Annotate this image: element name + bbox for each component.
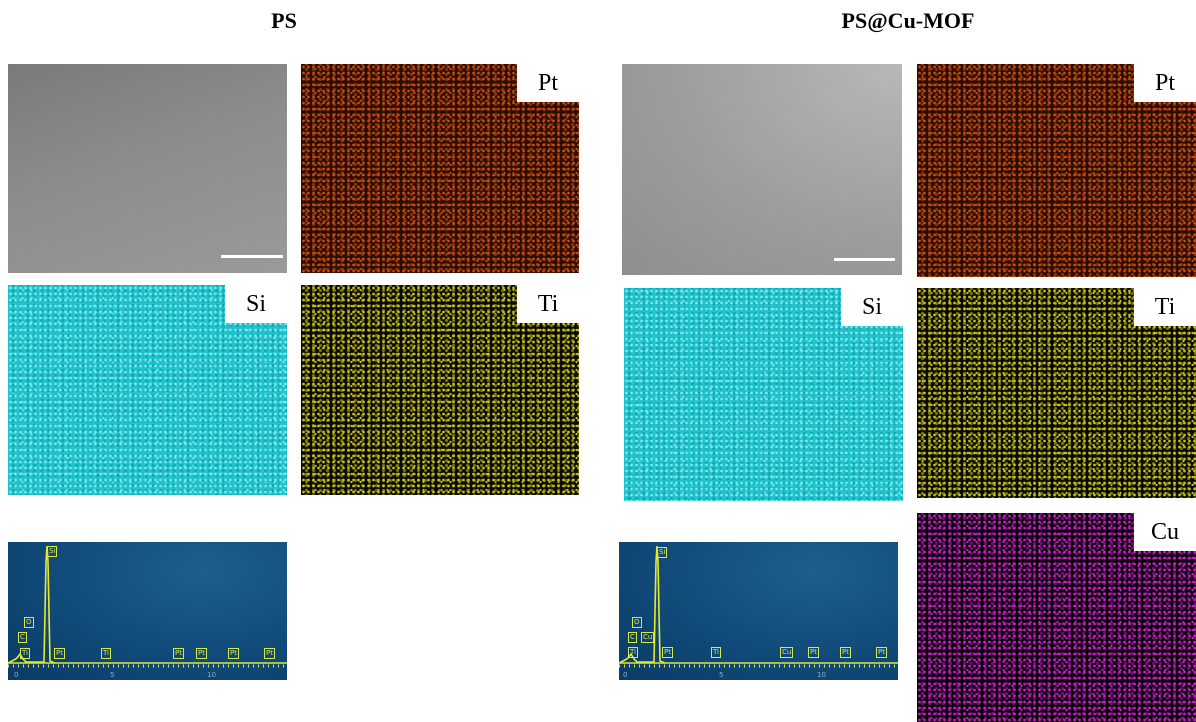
eds-map: Pt bbox=[917, 64, 1196, 277]
axis-tick-label: 10 bbox=[207, 671, 216, 679]
peak-label: Si bbox=[47, 546, 58, 557]
peak-label: C bbox=[18, 632, 27, 643]
map-label: Ti bbox=[1134, 288, 1196, 326]
map-label: Pt bbox=[1134, 64, 1196, 102]
eds-map: Cu bbox=[917, 513, 1196, 722]
spectrum-line bbox=[619, 545, 666, 664]
axis-tick-label: 10 bbox=[817, 671, 826, 679]
spectrum-plot bbox=[8, 545, 287, 668]
spectrum-line bbox=[8, 545, 56, 664]
peak-label: Pt bbox=[876, 647, 887, 658]
eds-spectrum: Si O C Cu Ti Pt Ti Cu Pt Pt Pt 0 5 10 bbox=[619, 542, 898, 680]
scale-bar bbox=[834, 258, 895, 261]
peak-label: Cu bbox=[641, 632, 655, 643]
peak-label: Ti bbox=[101, 648, 112, 659]
map-label: Si bbox=[841, 288, 903, 326]
eds-spectrum: Si O C Ti Pt Ti Pt Pt Pt Pt 0 5 10 bbox=[8, 542, 287, 680]
panel-title: PS@Cu-MOF bbox=[841, 8, 975, 33]
map-label: Pt bbox=[517, 64, 579, 102]
axis-tick-label: 0 bbox=[14, 671, 19, 679]
peak-label: Pt bbox=[173, 648, 184, 659]
map-label: Cu bbox=[1134, 513, 1196, 551]
peak-label: Ti bbox=[628, 647, 639, 658]
eds-map: Si bbox=[624, 288, 903, 501]
eds-map: Ti bbox=[301, 285, 579, 495]
peak-label: Ti bbox=[20, 648, 31, 659]
peak-label: Pt bbox=[196, 648, 207, 659]
axis-tick-label: 5 bbox=[719, 671, 724, 679]
spectrum-plot bbox=[619, 545, 898, 668]
peak-label: Ti bbox=[711, 647, 722, 658]
peak-label: Si bbox=[657, 547, 668, 558]
peak-label: Pt bbox=[54, 648, 65, 659]
eds-map: Pt bbox=[301, 64, 579, 273]
sem-image bbox=[8, 64, 287, 273]
peak-label: Pt bbox=[228, 648, 239, 659]
scale-bar bbox=[221, 255, 283, 258]
map-label: Si bbox=[225, 285, 287, 323]
axis-tick-label: 0 bbox=[623, 671, 628, 679]
sem-image bbox=[622, 64, 902, 275]
peak-label: Cu bbox=[780, 647, 794, 658]
peak-label: Pt bbox=[808, 647, 819, 658]
peak-label: C bbox=[628, 632, 637, 643]
panel-title: PS bbox=[271, 8, 297, 33]
peak-label: Pt bbox=[264, 648, 275, 659]
axis-tick-label: 5 bbox=[110, 671, 115, 679]
peak-label: Pt bbox=[840, 647, 851, 658]
peak-label: Pt bbox=[662, 647, 673, 658]
peak-label: O bbox=[632, 617, 642, 628]
eds-map: Si bbox=[8, 285, 287, 495]
eds-map: Ti bbox=[917, 288, 1196, 498]
peak-label: O bbox=[24, 617, 34, 628]
map-label: Ti bbox=[517, 285, 579, 323]
